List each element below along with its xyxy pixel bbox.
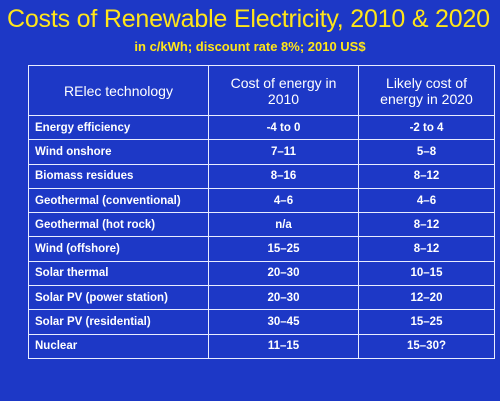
header-row: RElec technology Cost of energy in 2010 …	[28, 65, 495, 116]
cost-2020-cell: 12–20	[358, 285, 495, 311]
slide-subtitle: in c/kWh; discount rate 8%; 2010 US$	[134, 39, 366, 54]
technology-cell: Solar thermal	[28, 260, 209, 287]
header-cost-2010: Cost of energy in 2010	[208, 65, 359, 116]
cost-2020-cell: 4–6	[358, 187, 495, 214]
cost-2020-cell: 8–12	[358, 212, 495, 238]
table-row: Solar PV (residential) 30–45 15–25	[28, 309, 495, 335]
cost-2020-cell: 10–15	[358, 260, 495, 287]
cost-2010-cell: -4 to 0	[208, 114, 359, 141]
cost-2020-cell: 8–12	[358, 163, 495, 189]
technology-cell: Solar PV (residential)	[28, 309, 209, 335]
technology-cell: Energy efficiency	[28, 114, 209, 141]
table-row: Solar PV (power station) 20–30 12–20	[28, 285, 495, 311]
cost-2010-cell: 7–11	[208, 139, 359, 165]
cost-2020-cell: 15–25	[358, 309, 495, 335]
cost-2010-cell: 8–16	[208, 163, 359, 189]
cost-2020-cell: 15–30?	[358, 333, 495, 359]
cost-2010-cell: 11–15	[208, 333, 359, 359]
cost-table: RElec technology Cost of energy in 2010 …	[28, 65, 495, 359]
table-row: Wind (offshore) 15–25 8–12	[28, 236, 495, 262]
technology-cell: Biomass residues	[28, 163, 209, 189]
cost-2010-cell: 15–25	[208, 236, 359, 262]
table-row: Solar thermal 20–30 10–15	[28, 260, 495, 287]
table-row: Nuclear 11–15 15–30?	[28, 333, 495, 359]
header-technology: RElec technology	[28, 65, 209, 116]
cost-2010-cell: 30–45	[208, 309, 359, 335]
cost-2010-cell: 20–30	[208, 285, 359, 311]
cost-table-header: RElec technology Cost of energy in 2010 …	[28, 65, 495, 116]
technology-cell: Solar PV (power station)	[28, 285, 209, 311]
table-row: Geothermal (conventional) 4–6 4–6	[28, 187, 495, 214]
technology-cell: Geothermal (conventional)	[28, 187, 209, 214]
cost-table-body: Energy efficiency -4 to 0 -2 to 4 Wind o…	[28, 114, 495, 359]
cost-2020-cell: 5–8	[358, 139, 495, 165]
technology-cell: Nuclear	[28, 333, 209, 359]
table-row: Biomass residues 8–16 8–12	[28, 163, 495, 189]
technology-cell: Wind onshore	[28, 139, 209, 165]
cost-2020-cell: -2 to 4	[358, 114, 495, 141]
header-cost-2020: Likely cost of energy in 2020	[358, 65, 495, 116]
cost-2010-cell: n/a	[208, 212, 359, 238]
cost-2020-cell: 8–12	[358, 236, 495, 262]
table-row: Geothermal (hot rock) n/a 8–12	[28, 212, 495, 238]
cost-2010-cell: 20–30	[208, 260, 359, 287]
slide-title: Costs of Renewable Electricity, 2010 & 2…	[7, 5, 490, 33]
table-row: Energy efficiency -4 to 0 -2 to 4	[28, 114, 495, 141]
table-row: Wind onshore 7–11 5–8	[28, 139, 495, 165]
technology-cell: Wind (offshore)	[28, 236, 209, 262]
technology-cell: Geothermal (hot rock)	[28, 212, 209, 238]
cost-2010-cell: 4–6	[208, 187, 359, 214]
